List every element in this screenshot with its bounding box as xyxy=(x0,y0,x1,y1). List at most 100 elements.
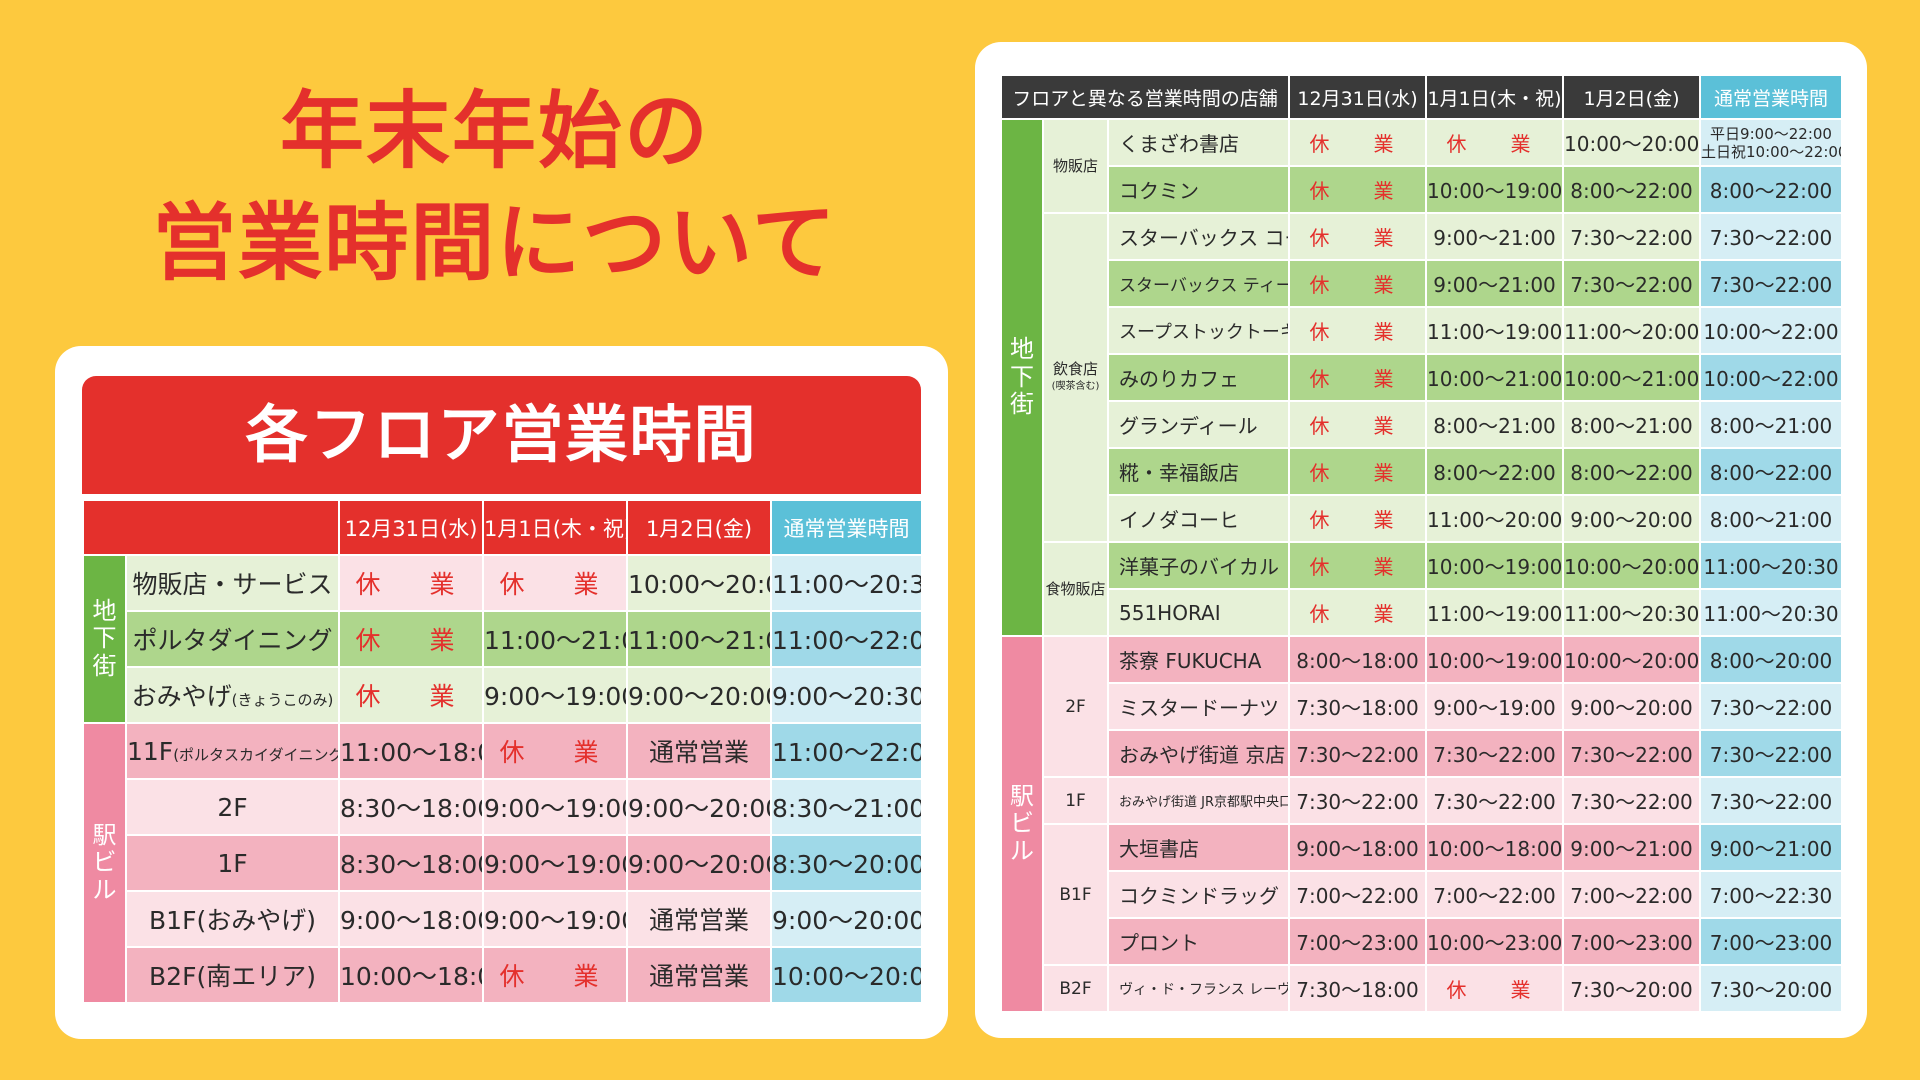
cell: 通常営業 xyxy=(626,946,772,1004)
cell: 9:00〜20:00 xyxy=(626,778,772,836)
cell: 7:30〜22:00 xyxy=(1562,776,1702,825)
cell: 7:30〜18:00 xyxy=(1288,964,1428,1013)
table-row: 糀・幸福飯店 休 業 8:00〜22:00 8:00〜22:00 8:00〜22… xyxy=(1001,447,1844,496)
cell: 7:30〜22:00 xyxy=(1699,729,1844,778)
cell: 9:00〜19:00 xyxy=(482,834,628,892)
cell: 8:00〜21:00 xyxy=(1562,400,1702,449)
row-name: 物販店・サービス xyxy=(125,554,340,612)
cell: 9:00〜20:00 xyxy=(1562,682,1702,731)
cell: 7:30〜22:00 xyxy=(1699,682,1844,731)
cell: 8:00〜20:00 xyxy=(1699,635,1844,684)
table-row: 1F 8:30〜18:00 9:00〜19:00 9:00〜20:00 8:30… xyxy=(83,834,923,892)
store-hours-card: フロアと異なる営業時間の店舗 12月31日(水) 1月1日(木・祝) 1月2日(… xyxy=(975,42,1867,1038)
store-name: 551HORAI xyxy=(1106,588,1291,637)
table-row: B1F 大垣書店 9:00〜18:00 10:00〜18:00 9:00〜21:… xyxy=(1001,823,1844,966)
cell: 通常営業 xyxy=(626,722,772,780)
subsection-1f: 1F xyxy=(1042,776,1109,825)
table-row: プロント 7:00〜23:00 10:00〜23:00 7:00〜23:00 7… xyxy=(1001,917,1844,966)
table-row: 2F 8:30〜18:00 9:00〜19:00 9:00〜20:00 8:30… xyxy=(83,778,923,836)
section-label-eki: 駅ビル xyxy=(82,722,127,1004)
store-name: 糀・幸福飯店 xyxy=(1106,447,1291,496)
cell: 10:00〜20:00 xyxy=(1562,635,1702,684)
cell: 11:00〜20:30 xyxy=(1699,541,1844,590)
header-dec31: 12月31日(水) xyxy=(338,499,484,556)
cell: 9:00〜19:00 xyxy=(482,666,628,724)
section-label-chika: 地下街 xyxy=(1000,118,1044,637)
table-row: B2F(南エリア) 10:00〜18:00 休 業 通常営業 10:00〜20:… xyxy=(83,946,923,1004)
cell: 7:30〜20:00 xyxy=(1562,964,1702,1013)
cell: 休 業 xyxy=(1288,400,1428,449)
cell: 7:30〜22:00 xyxy=(1699,776,1844,825)
cell: 8:30〜21:00 xyxy=(770,778,923,836)
row-name: B2F(南エリア) xyxy=(125,946,340,1004)
floor-hours-table: 12月31日(水) 1月1日(木・祝) 1月2日(金) 通常営業時間 地下街 物… xyxy=(82,499,923,1004)
cell: 11:00〜22:00 xyxy=(770,722,923,780)
cell: 通常営業 xyxy=(626,890,772,948)
cell: 8:00〜21:00 xyxy=(1699,400,1844,449)
table-row: グランディール 休 業 8:00〜21:00 8:00〜21:00 8:00〜2… xyxy=(1001,400,1844,449)
cell: 休 業 xyxy=(482,722,628,780)
header-jan1: 1月1日(木・祝) xyxy=(1425,74,1565,120)
table-row: スープストックトーキョー 休 業 11:00〜19:00 11:00〜20:00… xyxy=(1001,306,1844,355)
table-row: スターバックス ティー&カフェ 休 業 9:00〜21:00 7:30〜22:0… xyxy=(1001,259,1844,308)
row-name: おみやげ(きょうこのみ) xyxy=(125,666,340,724)
floor-hours-banner: 各フロア営業時間 xyxy=(82,376,921,494)
cell: 7:30〜22:00 xyxy=(1562,212,1702,261)
cell: 7:00〜22:00 xyxy=(1288,870,1428,919)
store-name: ヴィ・ド・フランス レーヴ・ド・パリ xyxy=(1106,964,1291,1013)
cell: 8:00〜22:00 xyxy=(1425,447,1565,496)
cell: 休 業 xyxy=(338,666,484,724)
cell: 11:00〜19:00 xyxy=(1425,306,1565,355)
cell: 休 業 xyxy=(482,946,628,1004)
table-row: 飲食店(喫茶含む) スターバックス コーヒー 休 業 9:00〜21:00 7:… xyxy=(1001,212,1844,543)
cell: 11:00〜20:00 xyxy=(1562,306,1702,355)
table-row: ポルタダイニング 休 業 11:00〜21:00 11:00〜21:00 11:… xyxy=(83,610,923,668)
cell: 9:00〜21:00 xyxy=(1562,823,1702,872)
subsection-buppan: 物販店 xyxy=(1042,118,1109,214)
header-dec31: 12月31日(水) xyxy=(1288,74,1428,120)
cell: 9:00〜20:30 xyxy=(770,666,923,724)
subsection-b1f: B1F xyxy=(1042,823,1109,966)
header-jan1: 1月1日(木・祝) xyxy=(482,499,628,556)
cell: 11:00〜20:30 xyxy=(770,554,923,612)
subsection-2f: 2F xyxy=(1042,635,1109,778)
header-normal: 通常営業時間 xyxy=(1699,74,1844,120)
cell: 9:00〜20:00 xyxy=(626,834,772,892)
cell: 休 業 xyxy=(1288,118,1428,167)
cell: 8:30〜18:00 xyxy=(338,834,484,892)
cell: 8:30〜18:00 xyxy=(338,778,484,836)
store-name: くまざわ書店 xyxy=(1106,118,1291,167)
cell: 休 業 xyxy=(482,554,628,612)
header-jan2: 1月2日(金) xyxy=(626,499,772,556)
cell: 11:00〜18:00 xyxy=(338,722,484,780)
cell: 休 業 xyxy=(1288,588,1428,637)
store-name: おみやげ街道 JR京都駅中央口店 xyxy=(1106,776,1291,825)
cell: 7:00〜22:00 xyxy=(1425,870,1565,919)
cell: 9:00〜21:00 xyxy=(1425,259,1565,308)
cell: 7:30〜20:00 xyxy=(1699,964,1844,1013)
cell: 10:00〜18:00 xyxy=(1425,823,1565,872)
cell: 8:00〜22:00 xyxy=(1562,165,1702,214)
cell: 10:00〜22:00 xyxy=(1699,353,1844,402)
cell: 7:30〜22:00 xyxy=(1425,729,1565,778)
table-row: B2F ヴィ・ド・フランス レーヴ・ド・パリ 7:30〜18:00 休 業 7:… xyxy=(1001,964,1844,1013)
headline-line-2: 営業時間について xyxy=(152,194,838,292)
cell: 10:00〜19:00 xyxy=(1425,165,1565,214)
cell: 9:00〜18:00 xyxy=(338,890,484,948)
cell: 11:00〜21:00 xyxy=(626,610,772,668)
floor-hours-card: 各フロア営業時間 12月31日(水) 1月1日(木・祝) 1月2日(金) 通常営… xyxy=(55,346,948,1039)
store-name: 大垣書店 xyxy=(1106,823,1291,872)
store-hours-table: フロアと異なる営業時間の店舗 12月31日(水) 1月1日(木・祝) 1月2日(… xyxy=(999,74,1844,1013)
table-row: コクミン 休 業 10:00〜19:00 8:00〜22:00 8:00〜22:… xyxy=(1001,165,1844,214)
cell: 9:00〜21:00 xyxy=(1425,212,1565,261)
table-row: B1F(おみやげ) 9:00〜18:00 9:00〜19:00 通常営業 9:0… xyxy=(83,890,923,948)
cell: 7:30〜22:00 xyxy=(1699,212,1844,261)
subsection-inshoku: 飲食店 (喫茶含む) xyxy=(1042,212,1109,543)
cell: 10:00〜20:00 xyxy=(1562,541,1702,590)
cell: 9:00〜19:00 xyxy=(482,778,628,836)
cell: 8:00〜22:00 xyxy=(1699,165,1844,214)
store-name: プロント xyxy=(1106,917,1291,966)
store-name: コクミン xyxy=(1106,165,1291,214)
store-name: スープストックトーキョー xyxy=(1106,306,1291,355)
cell: 10:00〜22:00 xyxy=(1699,306,1844,355)
